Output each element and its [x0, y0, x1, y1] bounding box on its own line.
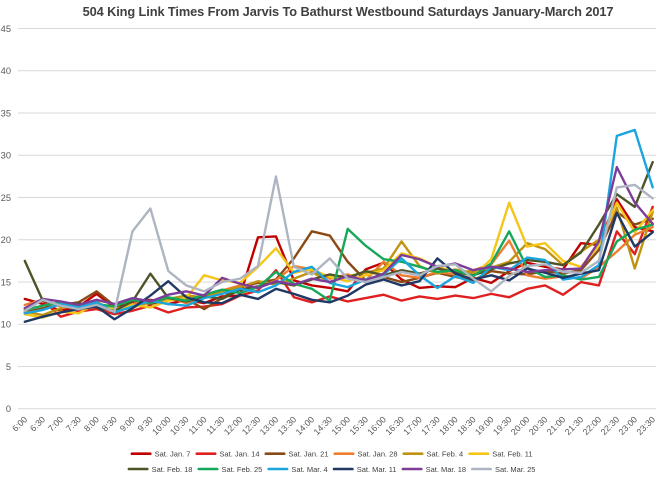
svg-text:30: 30 — [1, 151, 11, 161]
svg-text:45: 45 — [1, 24, 11, 34]
svg-text:Sat. Mar. 11: Sat. Mar. 11 — [357, 465, 397, 474]
svg-text:Sat. Jan. 14: Sat. Jan. 14 — [220, 450, 260, 459]
svg-text:15: 15 — [1, 277, 11, 287]
svg-text:Sat. Feb. 18: Sat. Feb. 18 — [152, 465, 193, 474]
svg-text:Sat. Jan. 7: Sat. Jan. 7 — [155, 450, 191, 459]
svg-text:5: 5 — [6, 362, 11, 372]
svg-text:25: 25 — [1, 193, 11, 203]
svg-text:Sat. Mar. 4: Sat. Mar. 4 — [291, 465, 327, 474]
svg-text:Sat. Feb. 11: Sat. Feb. 11 — [492, 450, 532, 459]
svg-text:35: 35 — [1, 108, 11, 118]
svg-text:20: 20 — [1, 235, 11, 245]
svg-text:40: 40 — [1, 66, 11, 76]
svg-text:0: 0 — [6, 404, 11, 414]
svg-text:Sat. Mar. 18: Sat. Mar. 18 — [426, 465, 466, 474]
svg-text:504 King Link Times From Jarvi: 504 King Link Times From Jarvis To Bathu… — [83, 4, 614, 19]
svg-text:Sat. Feb. 4: Sat. Feb. 4 — [427, 450, 464, 459]
svg-text:Sat. Jan. 21: Sat. Jan. 21 — [289, 450, 329, 459]
svg-text:Sat. Mar. 25: Sat. Mar. 25 — [495, 465, 535, 474]
svg-text:Sat. Feb. 25: Sat. Feb. 25 — [222, 465, 263, 474]
svg-text:Sat. Jan. 28: Sat. Jan. 28 — [358, 450, 398, 459]
svg-text:10: 10 — [1, 320, 11, 330]
